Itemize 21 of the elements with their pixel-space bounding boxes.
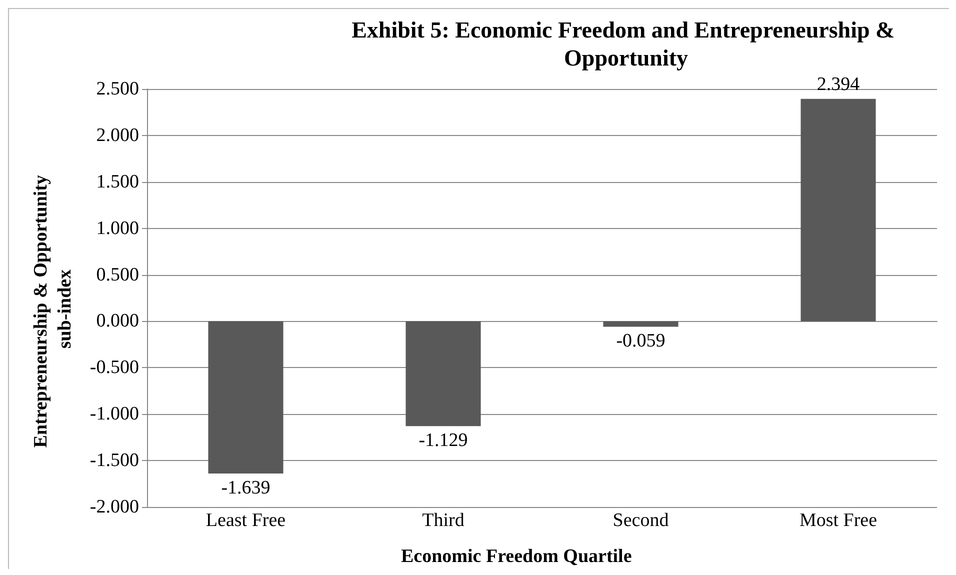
y-tick-label: -2.000 [90,496,139,518]
x-tick-label: Least Free [206,510,286,531]
y-tick-label: -1.500 [90,450,139,472]
y-axis-title: Entrepreneurship & Opportunity sub-index [30,170,76,448]
data-label: -1.129 [418,430,468,452]
y-tick-label: 1.000 [96,218,139,239]
x-axis-title: Economic Freedom Quartile [401,546,632,567]
y-tick-label: 2.500 [96,78,139,100]
data-label: 2.394 [816,74,860,95]
y-tick-label: 1.500 [96,171,139,192]
y-tick-label: -1.000 [90,404,139,425]
y-tick-label: -0.500 [90,357,139,378]
x-tick-label: Third [422,510,465,531]
y-tick-label: 0.000 [96,310,139,332]
y-tick-label: 0.500 [96,264,139,286]
chart-title: Exhibit 5: Economic Freedom and Entrepreneurship & Opportunity [352,18,900,70]
data-label: -0.059 [616,330,666,352]
y-tick-label: 2.000 [96,124,139,146]
data-label: -1.639 [221,477,270,498]
x-tick-label: Second [612,510,670,531]
x-tick-label: Most Free [799,510,878,531]
